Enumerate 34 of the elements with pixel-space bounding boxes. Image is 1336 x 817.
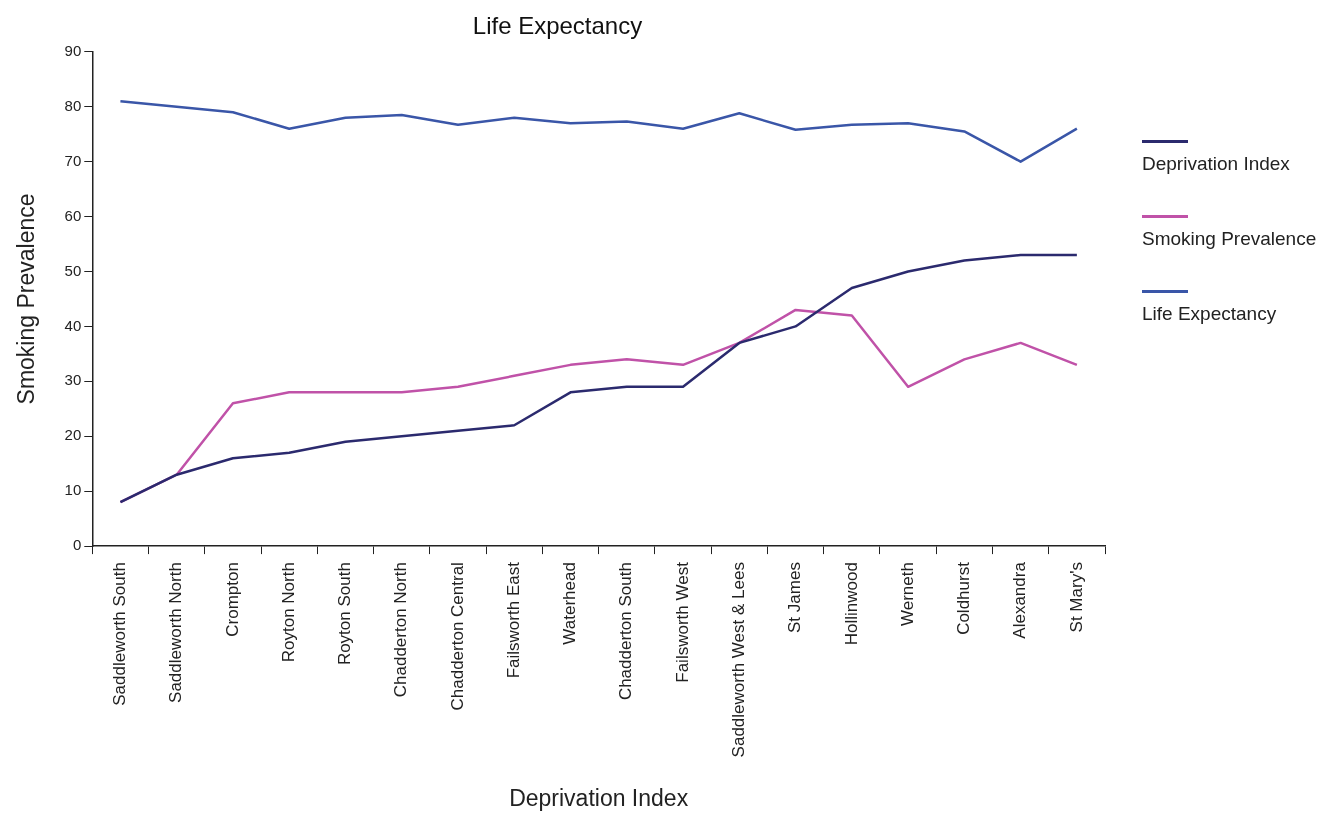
y-tick-label: 90 — [64, 41, 82, 59]
x-tick-label: Waterhead — [560, 562, 580, 645]
chart-title: Life Expectancy — [472, 12, 643, 40]
x-tick-label: St Mary's — [1066, 562, 1086, 633]
y-tick-label: 10 — [64, 481, 82, 499]
x-tick-label: Royton South — [335, 562, 355, 666]
x-tick-label: Crompton — [222, 562, 242, 637]
y-tick-label: 70 — [64, 151, 82, 169]
x-tick-label: St James — [785, 562, 805, 633]
legend-label: Smoking Prevalence — [1142, 228, 1317, 249]
x-tick-label: Chadderton Central — [447, 562, 467, 711]
x-tick-label: Saddleworth South — [110, 562, 130, 706]
y-tick-label: 20 — [64, 426, 82, 444]
x-tick-label: Chadderton North — [391, 562, 411, 698]
x-tick-label: Hollinwood — [841, 562, 861, 646]
x-tick-label: Failsworth West — [672, 561, 692, 683]
y-tick-label: 80 — [64, 96, 82, 114]
x-tick-label: Royton North — [278, 562, 298, 663]
x-tick-label: Coldhurst — [954, 561, 974, 635]
x-tick-label: Saddleworth West & Lees — [728, 562, 748, 758]
y-tick-label: 50 — [64, 261, 82, 279]
x-tick-label: Chadderton South — [616, 562, 636, 701]
y-axis-title: Smoking Prevalence — [13, 193, 40, 405]
x-tick-label: Alexandra — [1010, 561, 1030, 639]
x-tick-label: Werneth — [897, 562, 917, 627]
legend-label: Deprivation Index — [1142, 153, 1290, 174]
x-tick-label: Failsworth East — [503, 561, 523, 679]
y-tick-label: 30 — [64, 371, 82, 389]
legend-label: Life Expectancy — [1142, 303, 1277, 324]
y-tick-label: 40 — [64, 316, 82, 334]
y-tick-label: 0 — [72, 536, 82, 554]
x-axis-title: Deprivation Index — [509, 784, 689, 811]
x-tick-label: Saddleworth North — [166, 562, 186, 703]
y-tick-label: 60 — [64, 206, 82, 224]
